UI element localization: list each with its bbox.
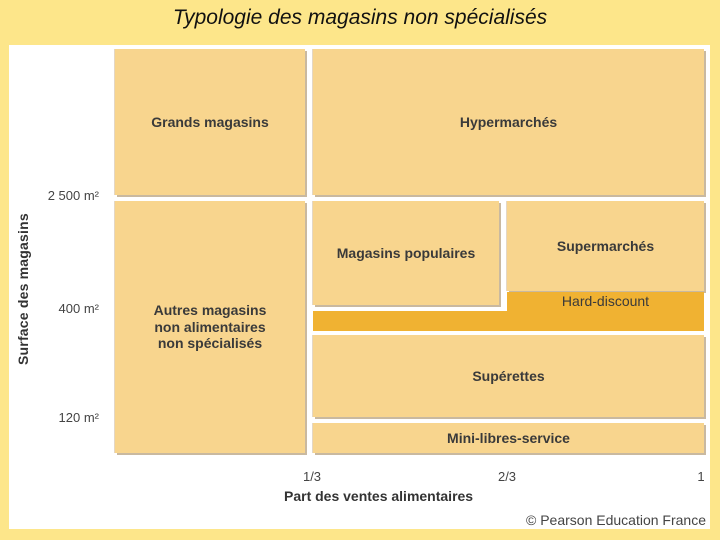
typology-diagram: Surface des magasins 2 500 m² 400 m² 120…	[9, 45, 710, 529]
cell-mini-libres-service: Mini-libres-service	[313, 423, 704, 453]
y-tick-400: 400 m²	[58, 301, 99, 316]
x-axis-label: Part des ventes alimentaires	[284, 488, 474, 504]
cell-magasins-populaires: Magasins populaires	[313, 201, 499, 305]
hard-discount-band	[313, 311, 704, 331]
copyright-notice: © Pearson Education France	[526, 512, 706, 528]
cell-superettes: Supérettes	[313, 335, 704, 417]
x-tick-one-third: 1/3	[302, 469, 322, 484]
cell-autres-magasins: Autres magasins non alimentaires non spé…	[115, 201, 305, 453]
x-tick-two-thirds: 2/3	[497, 469, 517, 484]
cell-grands-magasins: Grands magasins	[115, 49, 305, 195]
y-tick-120: 120 m²	[58, 410, 99, 425]
cell-hard-discount: Hard-discount	[507, 292, 704, 311]
cell-hypermarches: Hypermarchés	[313, 49, 704, 195]
slide-title: Typologie des magasins non spécialisés	[172, 6, 548, 29]
y-axis-label: Surface des magasins	[15, 213, 31, 365]
cell-supermarches: Supermarchés	[507, 201, 704, 291]
y-tick-2500: 2 500 m²	[47, 188, 99, 203]
x-tick-one: 1	[697, 469, 705, 484]
